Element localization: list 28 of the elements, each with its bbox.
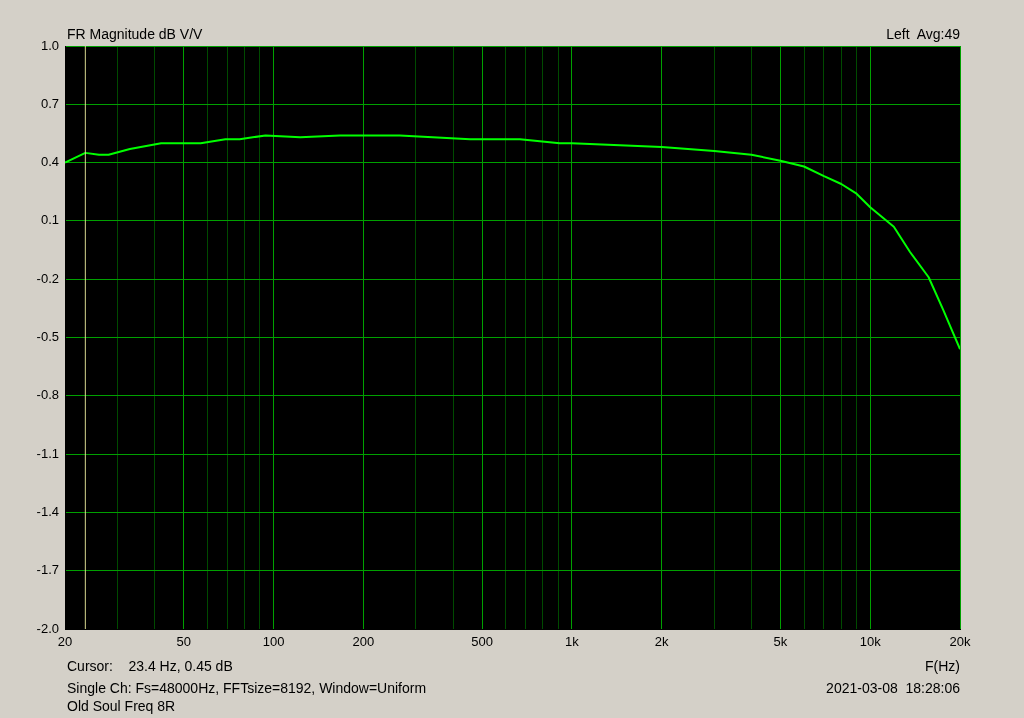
- x-tick-label: 20k: [949, 634, 971, 650]
- x-tick-label: 1k: [564, 634, 580, 650]
- x-tick-label: 500: [471, 634, 493, 650]
- y-tick-label: -2.0: [36, 620, 59, 636]
- y-tick-label: 0.7: [40, 95, 59, 111]
- text: 2021-03-08 18:28:06: [826, 680, 960, 696]
- text: Old Soul Freq 8R: [67, 698, 176, 714]
- text: Left Avg:49: [886, 26, 960, 42]
- x-tick-label: 50: [176, 634, 191, 650]
- x-axis-title: F(Hz): [925, 658, 960, 674]
- y-tick-label: 0.4: [40, 154, 59, 170]
- chart-title: FR Magnitude dB V/V: [67, 26, 203, 42]
- y-tick-label: -0.8: [36, 387, 59, 403]
- x-tick-label: 20: [57, 634, 73, 650]
- x-tick-label: 200: [352, 634, 375, 650]
- y-tick-label: -1.1: [36, 445, 59, 461]
- text: Single Ch: Fs=48000Hz, FFTsize=8192, Window=Uniform: [67, 680, 427, 696]
- y-tick-label: 1.0: [40, 37, 59, 53]
- y-tick-label: 0.1: [40, 212, 59, 228]
- x-tick-label: 10k: [859, 634, 882, 650]
- y-tick-label: -0.5: [36, 329, 59, 345]
- y-tick-label: -0.2: [36, 270, 59, 286]
- x-tick-label: 5k: [773, 634, 788, 650]
- x-tick-label: 2k: [654, 634, 670, 650]
- y-tick-label: -1.4: [36, 503, 59, 519]
- y-tick-label: -1.7: [36, 562, 59, 578]
- x-tick-label: 100: [262, 634, 285, 650]
- text: Cursor: 23.4 Hz, 0.45 dB: [67, 658, 233, 674]
